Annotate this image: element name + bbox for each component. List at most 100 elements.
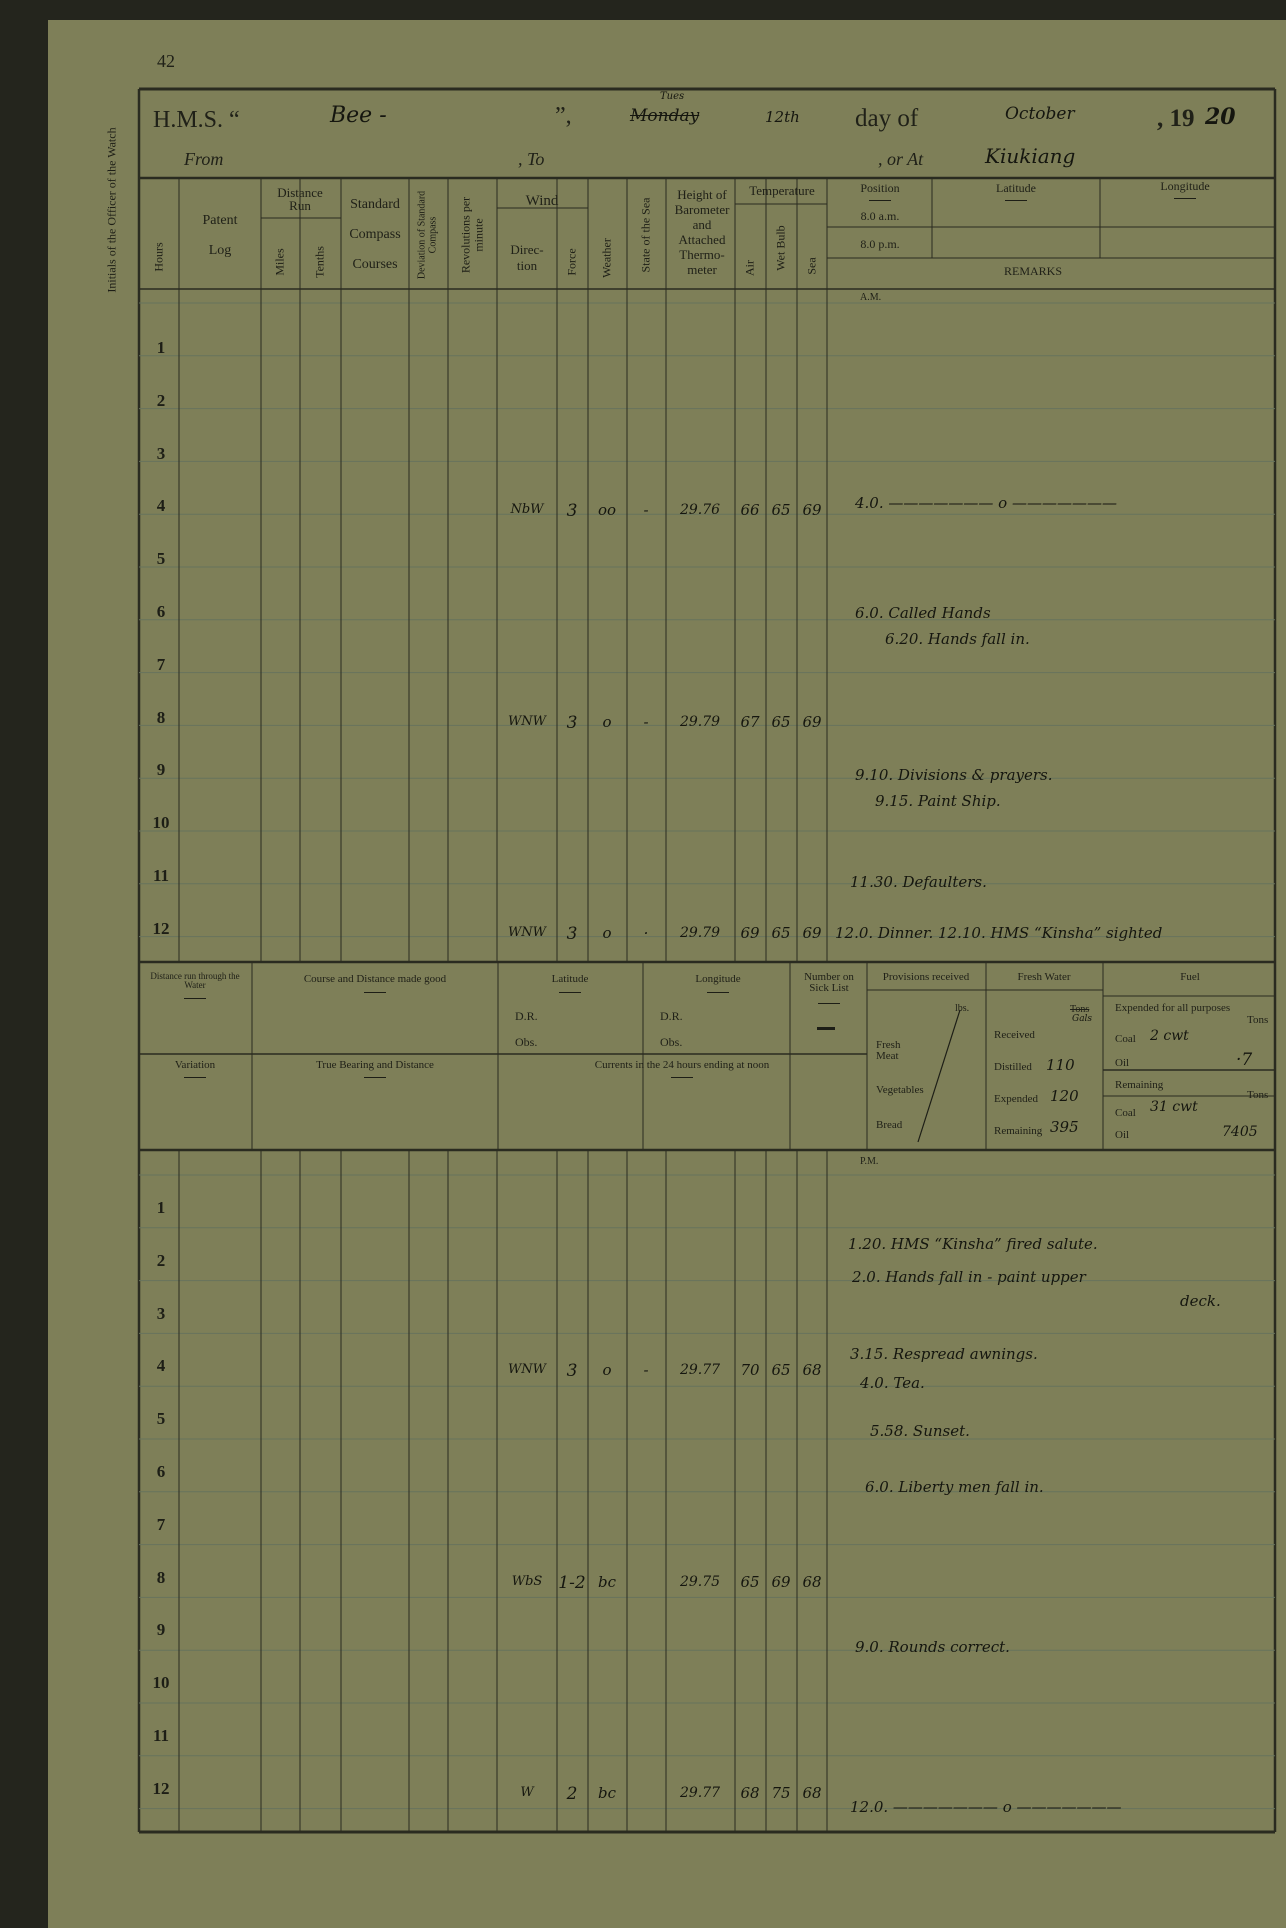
currents-label: Currents in the 24 hours ending at noon xyxy=(594,1059,770,1071)
log-entry-force: 3 xyxy=(566,712,578,733)
coal-label: Coal xyxy=(1115,1033,1136,1045)
oil-expended: ·7 xyxy=(1236,1050,1253,1070)
tons-struck: Tons xyxy=(1070,1004,1090,1015)
mid-longitude-label: Longitude xyxy=(695,973,741,985)
header-air: Air xyxy=(742,260,757,276)
log-entry-force: 3 xyxy=(566,923,578,944)
log-entry-air: 68 xyxy=(740,1783,760,1802)
log-entry-sea: - xyxy=(643,712,649,731)
log-entry-direction: W xyxy=(520,1784,534,1800)
log-entry-barometer: 29.79 xyxy=(679,924,721,941)
gals-unit: Gals xyxy=(1072,1014,1093,1024)
header-log: Log xyxy=(208,243,232,258)
remark-line: 9.0. Rounds correct. xyxy=(855,1638,1010,1656)
log-entry-weather: o xyxy=(602,923,612,942)
header-wind: Wind xyxy=(525,193,559,209)
header-latitude: Latitude xyxy=(996,181,1036,195)
header-barometer: Height of Barometer and Attached Thermo-… xyxy=(674,187,730,277)
hour-label: 5 xyxy=(156,1409,166,1429)
log-entry-sea: · xyxy=(643,923,649,942)
close-quote: ”, xyxy=(555,103,572,129)
fuel-label: Fuel xyxy=(1180,971,1200,983)
officer-initials-label: Initials of the Officer of the Watch xyxy=(104,127,119,293)
oil-remaining: 7405 xyxy=(1222,1124,1258,1140)
hour-label: 2 xyxy=(156,390,166,410)
log-entry-sea-temp: 69 xyxy=(802,923,822,942)
remark-line: 12.0. ——————— o ——————— xyxy=(850,1798,1122,1816)
rule xyxy=(818,1003,840,1004)
log-entry-sea: - xyxy=(643,501,649,520)
expended-all-label: Expended for all purposes xyxy=(1115,1002,1231,1014)
header-hours: Hours xyxy=(151,242,166,272)
sick-list-value xyxy=(817,1027,835,1030)
log-entry-sea-temp: 68 xyxy=(802,1361,822,1380)
log-page xyxy=(48,20,1286,1928)
lon-obs-label: Obs. xyxy=(660,1035,683,1049)
received-label: Received xyxy=(994,1029,1035,1041)
am-label: A.M. xyxy=(860,292,882,303)
log-entry-weather: bc xyxy=(597,1783,617,1802)
hour-label: 6 xyxy=(156,1462,166,1481)
page-number: 42 xyxy=(157,51,175,71)
coal-remaining-label: Coal xyxy=(1115,1107,1136,1119)
location: Kiukiang xyxy=(985,144,1076,168)
log-entry-weather: o xyxy=(602,1361,612,1380)
rule xyxy=(707,992,729,993)
log-entry-barometer: 29.77 xyxy=(679,1784,721,1801)
log-entry-barometer: 29.76 xyxy=(679,502,721,519)
log-entry-air: 70 xyxy=(740,1361,760,1380)
hour-label: 8 xyxy=(156,707,166,727)
year-printed: , 19 xyxy=(1157,105,1195,132)
log-entry-air: 67 xyxy=(740,712,760,731)
log-entry-force: 3 xyxy=(566,501,578,522)
oil-remaining-label: Oil xyxy=(1115,1129,1130,1141)
distilled-label: Distilled xyxy=(994,1061,1032,1073)
log-entry-barometer: 29.77 xyxy=(679,1362,721,1379)
remark-line: 5.58. Sunset. xyxy=(870,1422,970,1440)
log-entry-direction: WNW xyxy=(507,1362,547,1378)
month: October xyxy=(1005,104,1075,124)
weekday-struck: Monday xyxy=(630,106,700,126)
header-standard: Standard xyxy=(350,197,400,212)
header-weather: Weather xyxy=(599,238,614,278)
log-entry-wet-bulb: 65 xyxy=(771,501,791,520)
distance-through-water-label: Distance run through the Water xyxy=(150,971,240,990)
header-longitude: Longitude xyxy=(1160,179,1210,193)
header-force: Force xyxy=(564,248,579,276)
header-courses: Courses xyxy=(352,257,398,272)
remark-line: 11.30. Defaulters. xyxy=(850,873,987,891)
lat-obs-label: Obs. xyxy=(515,1035,538,1049)
header-position: Position xyxy=(860,181,900,195)
log-entry-sea-temp: 68 xyxy=(802,1572,822,1591)
remark-line: 9.15. Paint Ship. xyxy=(875,792,1001,810)
hour-label: 3 xyxy=(156,1303,166,1323)
hour-label: 1 xyxy=(156,338,166,357)
log-entry-direction: WNW xyxy=(507,713,547,729)
to-label: , To xyxy=(518,149,545,169)
remark-line: deck. xyxy=(1180,1292,1221,1310)
header-8am: 8.0 a.m. xyxy=(860,209,900,223)
log-entry-barometer: 29.75 xyxy=(679,1573,721,1590)
log-entry-weather: oo xyxy=(597,501,617,520)
header-revolutions: Revolutions per minute xyxy=(458,196,485,274)
remark-line: 4.0. Tea. xyxy=(860,1374,925,1392)
remark-line: 12.0. Dinner. 12.10. HMS “Kinsha” sighte… xyxy=(835,924,1163,942)
header-miles: Miles xyxy=(272,248,287,276)
hour-label: 6 xyxy=(156,602,166,621)
rule xyxy=(364,1077,386,1078)
at-label: , or At xyxy=(878,149,924,169)
header-direction: Direc- tion xyxy=(510,242,544,273)
log-entry-sea-temp: 68 xyxy=(802,1783,822,1802)
log-entry-sea: - xyxy=(643,1361,649,1380)
log-entry-force: 2 xyxy=(566,1783,578,1804)
log-entry-sea-temp: 69 xyxy=(802,712,822,731)
remark-line: 1.20. HMS “Kinsha” fired salute. xyxy=(848,1235,1098,1253)
tons-label: Tons xyxy=(1247,1014,1269,1026)
hour-label: 4 xyxy=(156,1356,166,1376)
remark-line: 9.10. Divisions & prayers. xyxy=(855,766,1053,784)
remark-line: 6.20. Hands fall in. xyxy=(885,630,1030,648)
ship-name: Bee - xyxy=(330,103,387,128)
header-remarks: REMARKS xyxy=(1003,264,1063,278)
log-entry-wet-bulb: 75 xyxy=(771,1783,791,1802)
